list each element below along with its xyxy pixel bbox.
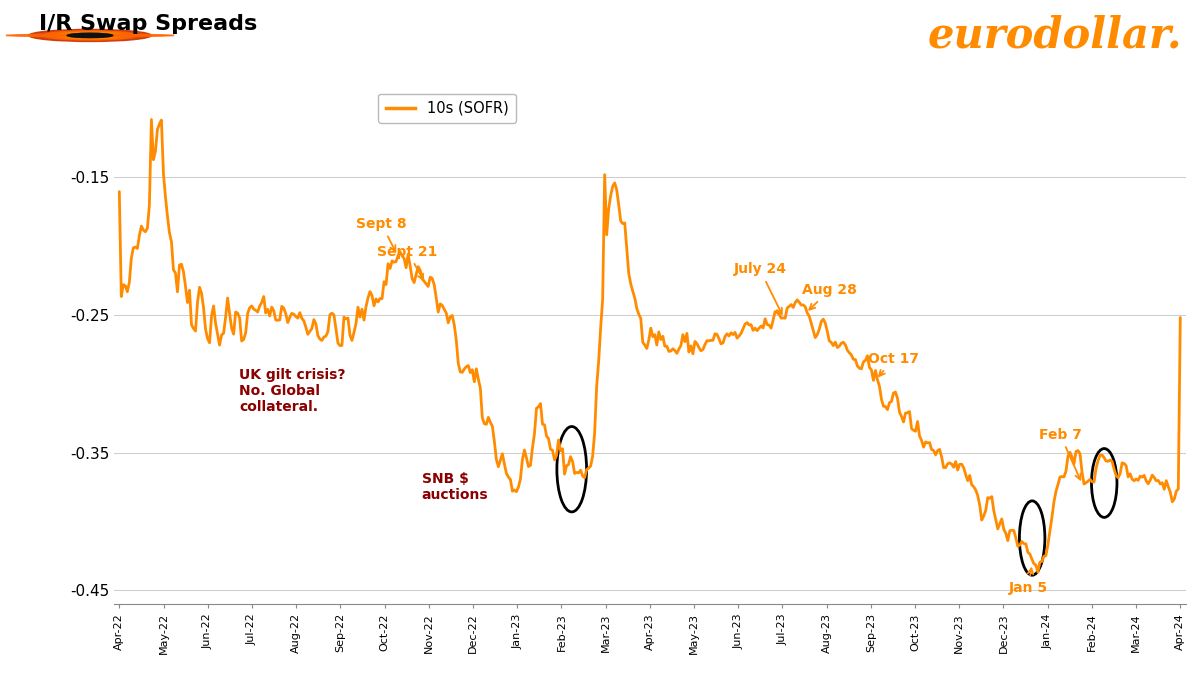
Ellipse shape	[29, 30, 151, 41]
Ellipse shape	[43, 31, 137, 40]
Text: Jan 5: Jan 5	[1008, 568, 1048, 595]
Text: Oct 17: Oct 17	[868, 352, 919, 376]
Text: Aug 28: Aug 28	[802, 283, 857, 310]
Text: I/R Swap Spreads: I/R Swap Spreads	[38, 14, 257, 34]
Text: UNIVERSITY: UNIVERSITY	[1182, 14, 1200, 57]
Ellipse shape	[68, 33, 112, 38]
Text: SNB $
auctions: SNB $ auctions	[421, 472, 488, 502]
Legend: 10s (SOFR): 10s (SOFR)	[378, 94, 516, 123]
Text: Sept 8: Sept 8	[356, 217, 407, 251]
Text: Sept 21: Sept 21	[377, 244, 438, 279]
Ellipse shape	[6, 34, 174, 36]
Text: UK gilt crisis?
No. Global
collateral.: UK gilt crisis? No. Global collateral.	[240, 368, 346, 414]
Text: July 24: July 24	[733, 263, 786, 314]
Ellipse shape	[55, 32, 125, 39]
Ellipse shape	[67, 34, 113, 37]
Text: Feb 7: Feb 7	[1039, 428, 1081, 480]
Text: eurodollar.: eurodollar.	[928, 14, 1182, 57]
